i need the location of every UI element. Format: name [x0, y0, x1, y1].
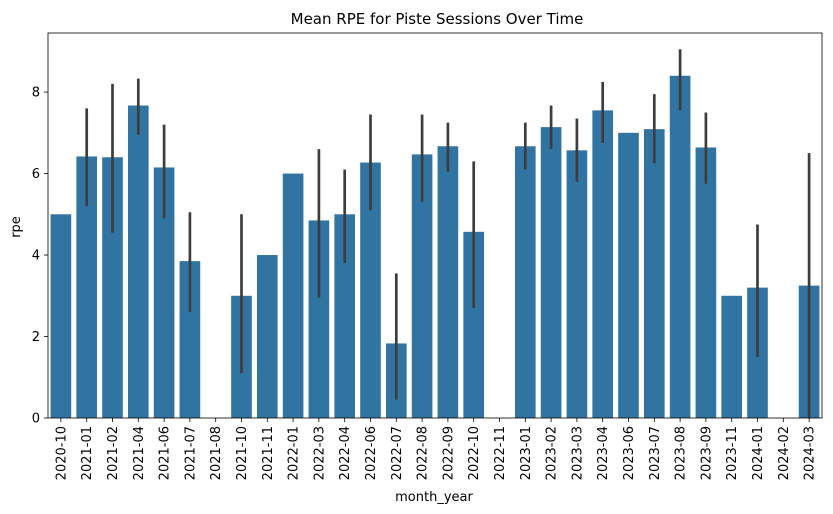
x-tick-label: 2023-04 [596, 426, 611, 480]
y-tick-label: 6 [32, 167, 40, 182]
x-axis-label: month_year [395, 490, 473, 505]
bar [721, 295, 743, 418]
x-tick-label: 2022-03 [312, 426, 327, 480]
bar [669, 75, 691, 419]
bar [334, 214, 356, 418]
x-tick-label: 2022-04 [338, 426, 353, 480]
x-tick-label: 2023-09 [699, 426, 714, 480]
x-tick-label: 2021-08 [209, 426, 224, 480]
axes-frame [47, 32, 823, 419]
x-tick-label: 2020-10 [54, 426, 69, 480]
x-tick-label: 2021-01 [80, 426, 95, 480]
x-tick-label: 2022-08 [416, 426, 431, 480]
x-tick-label: 2021-10 [235, 426, 250, 480]
x-tick-label: 2024-03 [803, 426, 818, 480]
y-tick-label: 2 [32, 330, 40, 345]
bar [411, 154, 433, 418]
x-tick-label: 2024-02 [777, 426, 792, 480]
bar [566, 150, 588, 419]
x-tick-label: 2023-11 [725, 426, 740, 480]
bar [360, 162, 381, 418]
x-tick-label: 2022-09 [441, 426, 456, 480]
plot-area: 0 2 4 6 8 2020-10 2021-01 2021-02 2021-04 2021-06… [32, 32, 823, 480]
y-tick-label: 0 [32, 412, 40, 427]
x-tick-label: 2023-06 [622, 426, 637, 480]
y-tick-label: 8 [32, 86, 40, 101]
bar [592, 110, 614, 418]
x-tick-label: 2021-04 [132, 426, 147, 480]
x-tick-label: 2023-02 [545, 426, 560, 480]
bar [308, 220, 330, 418]
y-tick-label: 4 [32, 249, 40, 264]
bar [179, 261, 201, 418]
x-tick-label: 2021-02 [106, 426, 121, 480]
y-axis-label: rpe [9, 216, 24, 238]
x-tick-label: 2024-01 [751, 426, 766, 480]
bar [256, 255, 278, 418]
x-tick-label: 2021-07 [183, 426, 198, 480]
x-tick-label: 2023-08 [674, 426, 689, 480]
bar [102, 157, 123, 418]
bar [437, 146, 459, 418]
bar [540, 127, 562, 418]
bar [463, 231, 485, 418]
x-tick-label: 2023-01 [519, 426, 534, 480]
x-tick-label: 2021-11 [261, 426, 276, 480]
bar [76, 156, 98, 418]
x-tick-label: 2022-11 [493, 426, 508, 480]
bar [50, 214, 72, 418]
chart-title: Mean RPE for Piste Sessions Over Time [291, 10, 584, 28]
bar [695, 147, 717, 418]
bar [153, 167, 175, 418]
bar [282, 173, 304, 418]
x-tick-label: 2022-01 [287, 426, 302, 480]
bar [514, 146, 536, 418]
x-tick-label: 2022-06 [364, 426, 379, 480]
x-tick-label: 2021-06 [158, 426, 173, 480]
bar [618, 132, 639, 418]
x-tick-label: 2022-07 [390, 426, 405, 480]
bar [127, 105, 149, 418]
x-tick-label: 2023-07 [648, 426, 663, 480]
x-tick-label: 2023-03 [570, 426, 585, 480]
x-tick-label: 2022-10 [467, 426, 482, 480]
bar [643, 129, 665, 419]
